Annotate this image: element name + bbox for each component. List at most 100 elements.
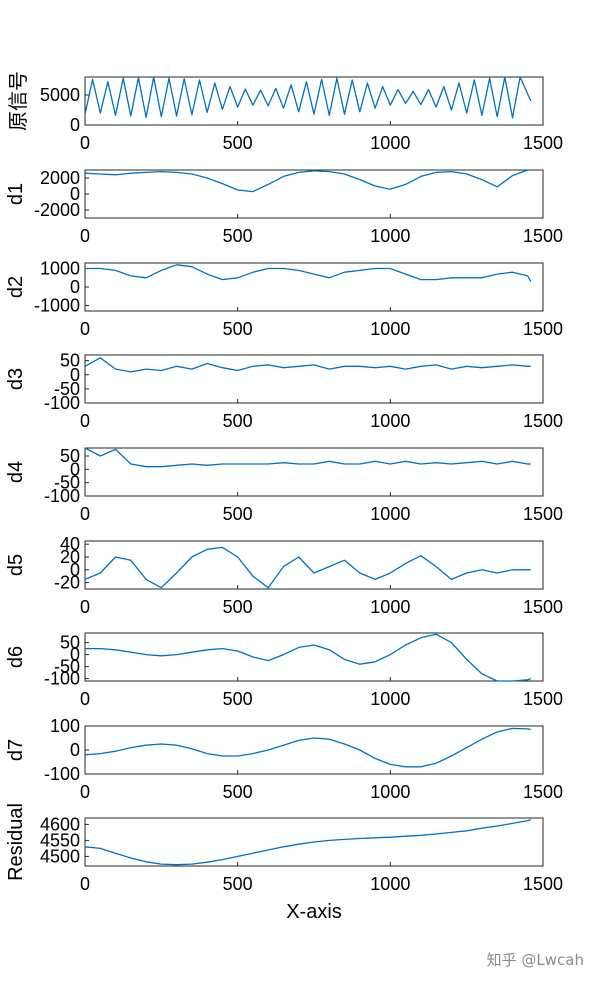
- x-tick-label: 1500: [523, 597, 563, 617]
- x-tick-label: 1000: [370, 504, 410, 524]
- x-tick-label: 1500: [523, 874, 563, 894]
- x-tick-label: 1500: [523, 504, 563, 524]
- series-line: [85, 264, 532, 282]
- y-axis-label: d7: [5, 739, 27, 761]
- y-axis-label: d6: [5, 646, 27, 668]
- series-line: [84, 447, 531, 468]
- y-tick-label: -100: [44, 764, 80, 784]
- x-tick-label: 500: [223, 597, 253, 617]
- subplot-1: 0 500 1000 1500 0 5000 原信号: [6, 71, 563, 153]
- x-tick-label: 1500: [523, 782, 563, 802]
- x-tick-label: 0: [80, 411, 90, 431]
- series-line: [84, 727, 531, 768]
- axes-frame: [84, 76, 544, 126]
- y-tick-label: -1000: [34, 295, 80, 315]
- y-tick-label: 50: [60, 351, 80, 371]
- x-tick-label: 0: [80, 226, 90, 246]
- y-tick-label: -100: [44, 393, 80, 413]
- y-tick-label: 2000: [40, 168, 80, 188]
- y-tick-label: 4500: [40, 846, 80, 866]
- x-tick-label: 1000: [370, 689, 410, 709]
- y-axis-label: d2: [5, 276, 27, 298]
- x-tick-label: 500: [223, 319, 253, 339]
- x-tick-label: 500: [223, 874, 253, 894]
- y-tick-label: 50: [60, 633, 80, 653]
- y-tick-label: -50: [54, 473, 80, 493]
- x-tick-label: 500: [223, 689, 253, 709]
- y-tick-label: 40: [60, 534, 80, 554]
- y-axis-label: d1: [5, 183, 27, 205]
- x-tick-label: 0: [80, 133, 90, 153]
- x-tick-label: 1000: [370, 226, 410, 246]
- series-line: [84, 357, 531, 373]
- axes-frame: [84, 540, 544, 590]
- x-tick-label: 1000: [370, 597, 410, 617]
- axes-frame: [84, 354, 544, 404]
- y-tick-label: -20: [54, 573, 80, 593]
- y-tick-label: 0: [70, 365, 80, 385]
- y-tick-label: -2000: [34, 200, 80, 220]
- y-axis-label: Residual: [5, 803, 27, 881]
- y-tick-label: 4600: [40, 814, 80, 834]
- series-line: [84, 169, 531, 193]
- x-tick-label: 1500: [523, 411, 563, 431]
- y-tick-label: 1000: [40, 259, 80, 279]
- axes-frame: [84, 817, 544, 867]
- y-tick-label: 0: [70, 115, 80, 135]
- axes-frame: [84, 632, 544, 682]
- x-tick-label: 1000: [370, 319, 410, 339]
- x-tick-label: 0: [80, 319, 90, 339]
- y-axis-label: 原信号: [6, 71, 30, 131]
- x-tick-label: 0: [80, 504, 90, 524]
- y-tick-label: -50: [54, 379, 80, 399]
- x-tick-label: 500: [223, 504, 253, 524]
- series-line: [84, 818, 531, 866]
- watermark: 知乎 @Lwcah: [486, 951, 584, 969]
- x-tick-label: 500: [223, 411, 253, 431]
- series-line: [84, 76, 532, 119]
- x-tick-label: 0: [80, 782, 90, 802]
- series-line: [84, 546, 531, 589]
- axes-frame: [84, 447, 544, 497]
- y-axis-label: d5: [5, 554, 27, 576]
- axes-frame: [84, 262, 544, 312]
- x-tick-label: 0: [80, 597, 90, 617]
- y-tick-label: 100: [50, 716, 80, 736]
- y-tick-label: -100: [44, 486, 80, 506]
- x-tick-label: 500: [223, 782, 253, 802]
- y-axis-label: d3: [5, 368, 27, 390]
- y-tick-label: -50: [54, 657, 80, 677]
- y-tick-label: 0: [70, 560, 80, 580]
- x-tick-label: 0: [80, 689, 90, 709]
- y-tick-label: 0: [70, 277, 80, 297]
- y-tick-label: -100: [44, 669, 80, 689]
- y-tick-label: 50: [60, 446, 80, 466]
- x-tick-label: 500: [223, 226, 253, 246]
- y-axis-label: d4: [5, 461, 27, 483]
- x-tick-label: 0: [80, 874, 90, 894]
- x-tick-label: 1000: [370, 411, 410, 431]
- x-tick-label: 1500: [523, 689, 563, 709]
- x-tick-label: 1000: [370, 874, 410, 894]
- y-tick-label: 0: [70, 740, 80, 760]
- x-tick-label: 1000: [370, 133, 410, 153]
- y-tick-label: 0: [70, 459, 80, 479]
- y-tick-label: 4550: [40, 830, 80, 850]
- x-axis-label: X-axis: [286, 901, 342, 923]
- series-line: [85, 633, 532, 682]
- y-tick-label: 0: [70, 184, 80, 204]
- x-tick-label: 1500: [523, 226, 563, 246]
- x-tick-label: 1000: [370, 782, 410, 802]
- y-tick-label: 0: [70, 645, 80, 665]
- axes-frame: [84, 725, 544, 775]
- y-tick-label: 20: [60, 547, 80, 567]
